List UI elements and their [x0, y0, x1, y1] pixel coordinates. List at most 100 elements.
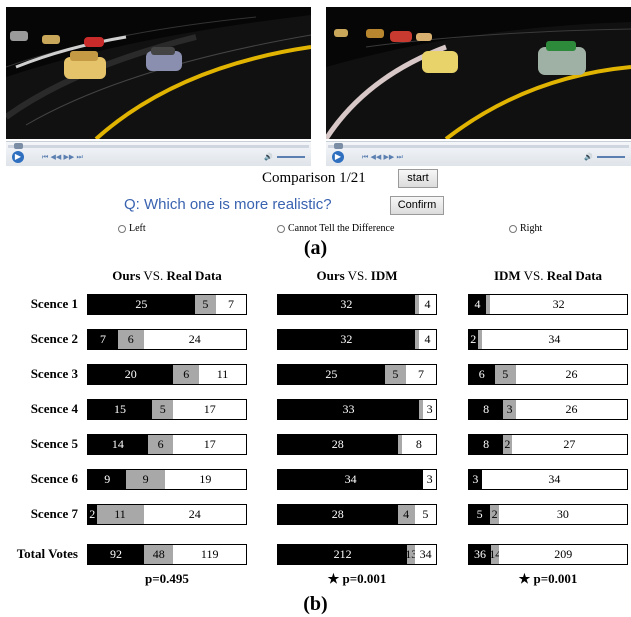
cannot-tell-segment: 6 [173, 365, 199, 384]
right-video[interactable] [326, 7, 631, 139]
other-segment: 34 [481, 330, 627, 349]
left-volume-slider[interactable] [277, 156, 305, 158]
left-seek-handle[interactable] [14, 143, 23, 149]
cannot-tell-segment: 13 [407, 545, 416, 564]
ours-segment: 32 [278, 330, 415, 349]
left-play-icon[interactable]: ▶ [12, 151, 24, 163]
p-value-1: p=0.495 [145, 571, 189, 586]
other-segment: 24 [143, 330, 246, 349]
p-value-2: ★ p=0.001 [327, 571, 387, 586]
vote-chart: Ours VS. Real Data Ours VS. IDM IDM VS. Re… [0, 262, 631, 592]
cannot-tell-segment: 5 [494, 365, 516, 384]
ours-segment: 212 [278, 545, 408, 564]
cannot-tell-segment [418, 400, 424, 419]
cannot-tell-segment: 5 [152, 400, 174, 419]
row-label-6: Scence 6 [30, 471, 78, 486]
panel-title-1: Ours VS. Real Data [77, 268, 257, 284]
stacked-bar: 7 6 24 [87, 329, 247, 350]
ours-segment: 25 [278, 365, 385, 384]
radio-cannot-tell[interactable] [277, 224, 285, 233]
left-transport-icons[interactable]: ⏮ ◀◀ ▶▶ ⏭ [42, 153, 83, 161]
ours-segment: 32 [278, 295, 415, 314]
ours-segment: 6 [469, 365, 495, 384]
other-segment: 17 [173, 435, 246, 454]
stacked-bar: 33 3 [277, 399, 437, 420]
stacked-bar: 9 9 19 [87, 469, 247, 490]
left-volume-icon[interactable]: 🔊 [264, 153, 273, 161]
ours-segment: 14 [88, 435, 148, 454]
right-seek-handle[interactable] [334, 143, 343, 149]
cannot-tell-segment: 4 [397, 505, 415, 524]
panel-title-3: IDM VS. Real Data [458, 268, 631, 284]
cannot-tell-segment: 5 [384, 365, 407, 384]
cannot-tell-segment: 11 [96, 505, 144, 524]
other-segment: 7 [216, 295, 246, 314]
stacked-bar: 8 3 26 [468, 399, 628, 420]
row-label-4: Scence 4 [30, 401, 78, 416]
other-segment: 32 [490, 295, 627, 314]
ours-segment: 2 [469, 330, 478, 349]
cannot-tell-segment: 6 [117, 330, 144, 349]
stacked-bar: 2 34 [468, 329, 628, 350]
left-seek-bar[interactable] [8, 145, 309, 148]
stacked-bar: 14 6 17 [87, 434, 247, 455]
panel-title-b: Real Data [546, 268, 603, 283]
other-segment: 26 [515, 400, 627, 419]
ours-segment: 36 [469, 545, 491, 564]
option-right[interactable]: Right [509, 223, 542, 234]
ours-segment: 7 [88, 330, 118, 349]
stacked-bar: 32 4 [277, 329, 437, 350]
stacked-bar: 32 4 [277, 294, 437, 315]
right-play-icon[interactable]: ▶ [332, 151, 344, 163]
option-cannot-tell[interactable]: Cannot Tell the Difference [277, 223, 394, 234]
start-button[interactable]: start [398, 169, 438, 188]
other-segment: 8 [401, 435, 436, 454]
ours-segment: 15 [88, 400, 153, 419]
right-transport-icons[interactable]: ⏮ ◀◀ ▶▶ ⏭ [362, 153, 403, 161]
other-segment: 30 [498, 505, 627, 524]
option-left[interactable]: Left [118, 223, 146, 234]
option-left-label: Left [129, 223, 146, 234]
cannot-tell-segment [486, 295, 491, 314]
ours-segment: 28 [278, 505, 398, 524]
cannot-tell-segment [477, 330, 482, 349]
other-segment: 3 [423, 400, 436, 419]
ours-segment: 33 [278, 400, 419, 419]
other-segment: 209 [499, 545, 627, 564]
ours-segment: 8 [469, 435, 504, 454]
cannot-tell-segment: 14 [490, 545, 500, 564]
ours-segment: 25 [88, 295, 195, 314]
other-segment: 4 [418, 330, 436, 349]
stacked-bar: 4 32 [468, 294, 628, 315]
right-seek-bar[interactable] [328, 145, 629, 148]
stacked-bar: 28 8 [277, 434, 437, 455]
other-segment: 3 [423, 470, 436, 489]
row-label-5: Scence 5 [30, 436, 78, 451]
right-volume-slider[interactable] [597, 156, 625, 158]
stacked-bar: 3 34 [468, 469, 628, 490]
ours-segment: 92 [88, 545, 145, 564]
caption-b: (b) [303, 593, 328, 615]
other-segment: 27 [511, 435, 627, 454]
row-label-7: Scence 7 [30, 506, 78, 521]
left-video[interactable] [6, 7, 311, 139]
row-label-8: Total Votes [16, 546, 78, 561]
ours-segment: 34 [278, 470, 424, 489]
cannot-tell-segment [414, 295, 419, 314]
ours-segment: 28 [278, 435, 398, 454]
row-label-2: Scence 2 [30, 331, 78, 346]
other-segment: 11 [199, 365, 246, 384]
radio-left[interactable] [118, 224, 126, 233]
row-label-3: Scence 3 [30, 366, 78, 381]
cannot-tell-segment [414, 330, 419, 349]
comparison-counter: Comparison 1/21 [262, 170, 366, 186]
confirm-button[interactable]: Confirm [390, 196, 444, 215]
ours-segment: 5 [469, 505, 491, 524]
option-right-label: Right [520, 223, 543, 234]
panel-title-vs: VS. [344, 268, 371, 283]
radio-right[interactable] [509, 224, 517, 233]
ours-segment: 4 [469, 295, 487, 314]
stacked-bar: 34 3 [277, 469, 437, 490]
right-volume-icon[interactable]: 🔊 [584, 153, 593, 161]
other-segment: 19 [164, 470, 246, 489]
